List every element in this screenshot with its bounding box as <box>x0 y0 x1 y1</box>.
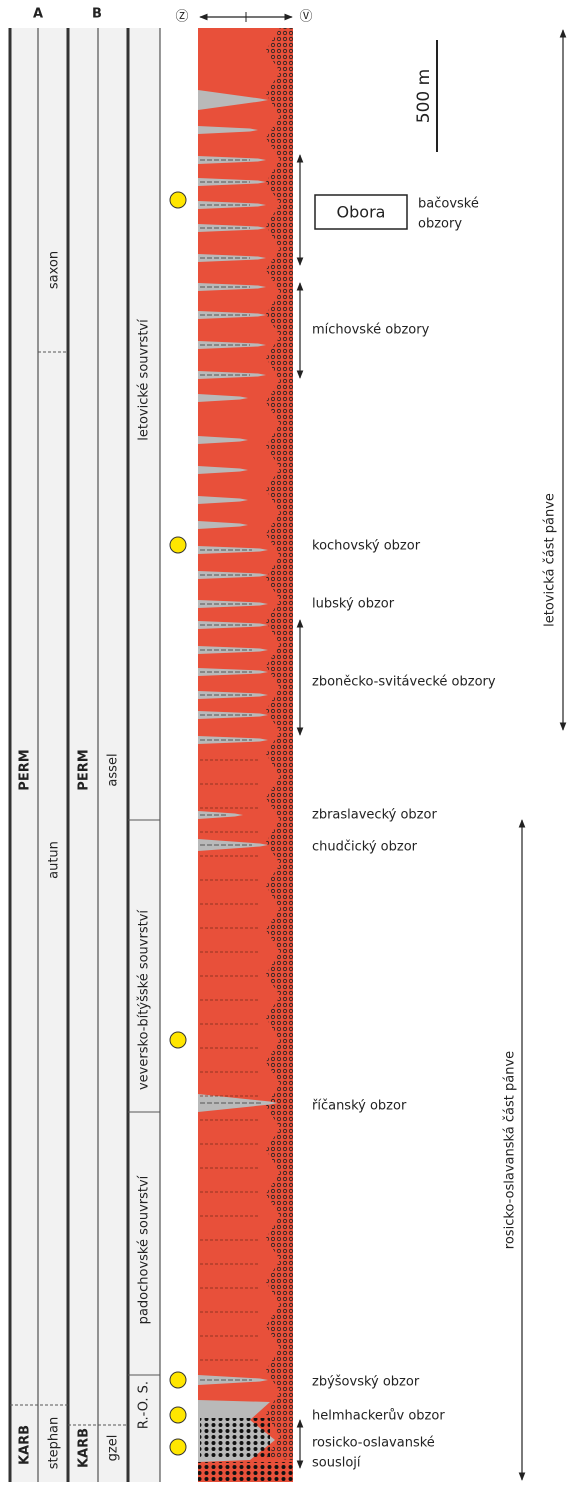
obora-label: Obora <box>337 203 386 222</box>
label: KARB <box>77 1428 92 1468</box>
label: saxon <box>47 251 62 289</box>
basal-conglomerate <box>198 1462 293 1482</box>
label: KARB <box>18 1425 33 1465</box>
horizon-label: souslojí <box>312 1456 361 1471</box>
label: gzel <box>106 1435 121 1462</box>
label: stephan <box>47 1417 62 1470</box>
horizon-label: zboněcko-svitávecké obzory <box>312 675 496 690</box>
horizon-label: lubský obzor <box>312 597 395 612</box>
label: R.-O. S. <box>137 1381 152 1429</box>
locality-marker <box>170 537 186 553</box>
label: Ⓥ <box>299 10 312 25</box>
horizon-label: zbraslavecký obzor <box>312 808 437 823</box>
label: letovické souvrství <box>137 319 152 441</box>
label: veversko-bítýšské souvrství <box>137 910 152 1090</box>
label: Ⓩ <box>175 10 188 25</box>
locality-marker <box>170 192 186 208</box>
horizon-label: říčanský obzor <box>312 1099 407 1114</box>
label: letovická část pánve <box>543 493 558 627</box>
coal-dots <box>200 1418 270 1458</box>
label: rosicko-oslavanská část pánve <box>503 1051 518 1249</box>
horizon-label: rosicko-oslavanské <box>312 1436 435 1451</box>
label: 500 m <box>414 69 434 123</box>
locality-marker <box>170 1407 186 1423</box>
label: PERM <box>18 749 33 790</box>
horizon-label: chudčický obzor <box>312 840 418 855</box>
locality-marker <box>170 1439 186 1455</box>
locality-marker <box>170 1372 186 1388</box>
stratigraphic-column: A B Ⓩ Ⓥ PERM KARB saxon autun stephan PERM KARB ass… <box>0 0 572 1490</box>
label: B <box>92 7 102 22</box>
locality-marker <box>170 1032 186 1048</box>
horizon-label: zbýšovský obzor <box>312 1375 420 1390</box>
horizon-label: míchovské obzory <box>312 323 430 338</box>
label: assel <box>106 753 121 786</box>
horizon-label: obzory <box>418 217 462 232</box>
label: padochovské souvrství <box>137 1175 152 1324</box>
horizon-label: kochovský obzor <box>312 539 421 554</box>
label: PERM <box>77 749 92 790</box>
label: autun <box>47 841 62 879</box>
horizon-label: helmhackerův obzor <box>312 1409 445 1424</box>
label: A <box>33 7 43 22</box>
horizon-label: bačovské <box>418 197 479 212</box>
